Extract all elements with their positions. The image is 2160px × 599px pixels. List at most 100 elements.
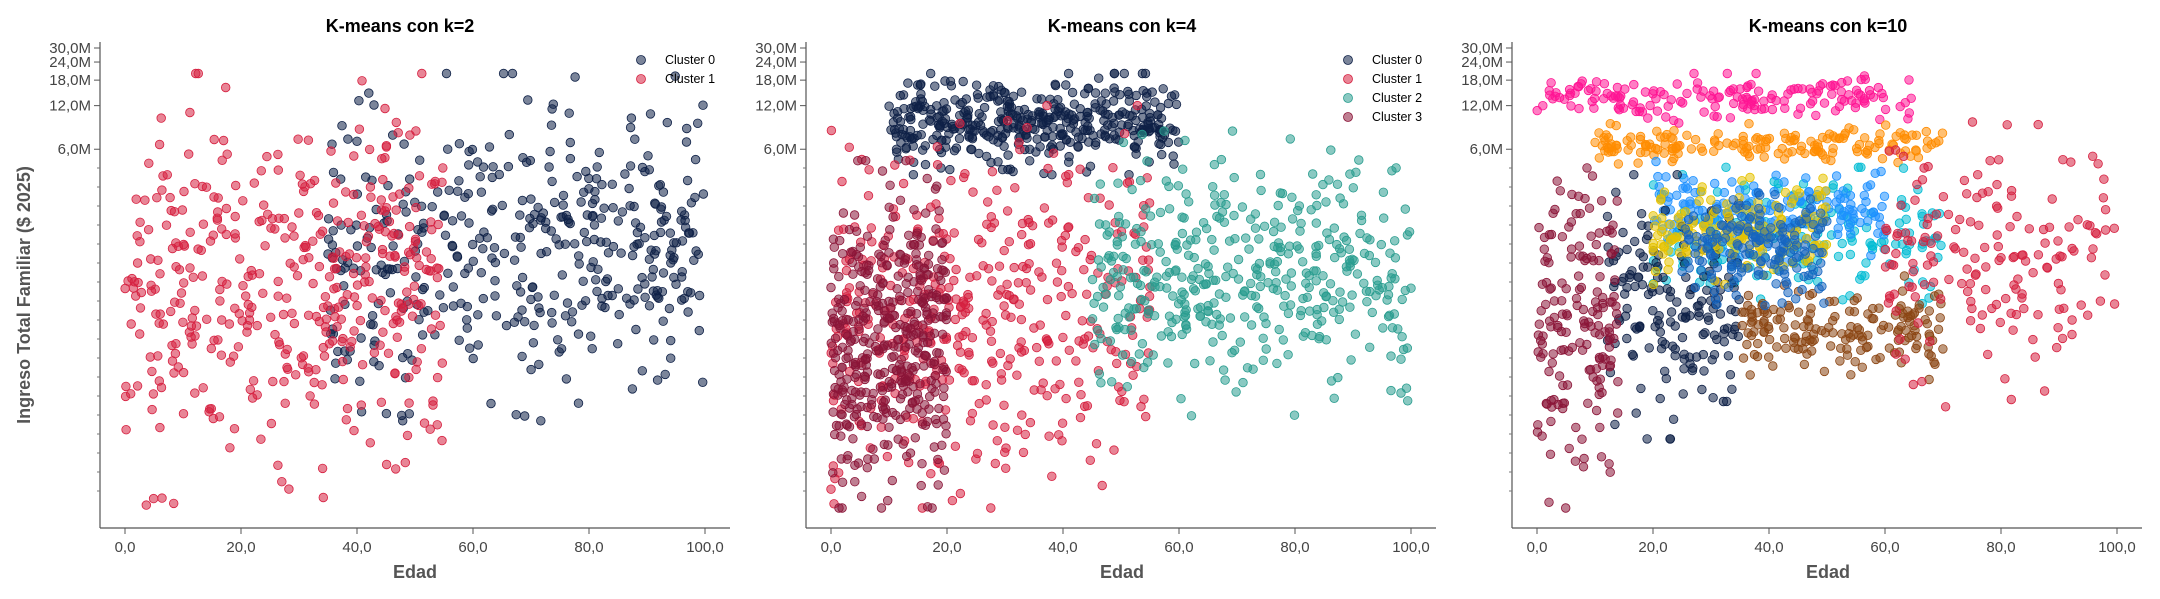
data-point-series-3	[837, 503, 847, 513]
data-point-series-1	[1922, 136, 1933, 146]
data-point-series-0	[1629, 79, 1639, 90]
data-point-series-7	[1555, 186, 1566, 196]
data-point-series-7	[1562, 311, 1573, 321]
data-point-series-2	[1376, 239, 1387, 250]
data-point-series-0	[920, 159, 931, 170]
data-point-series-0	[659, 215, 669, 226]
data-point-series-1	[279, 376, 289, 387]
legend-marker-cluster-2	[1343, 93, 1353, 103]
data-point-series-6	[1981, 262, 1991, 272]
data-point-series-3	[1844, 204, 1854, 215]
data-point-series-1	[947, 495, 958, 506]
data-point-series-7	[1546, 283, 1556, 293]
data-point-series-2	[1296, 218, 1306, 229]
data-point-series-1	[244, 308, 255, 318]
data-point-series-2	[1280, 290, 1290, 301]
data-point-series-1	[157, 185, 167, 195]
data-point-series-0	[594, 147, 605, 158]
data-point-series-1	[1056, 266, 1067, 276]
data-point-series-9	[1731, 203, 1741, 213]
data-point-series-0	[1063, 68, 1074, 79]
data-point-series-4	[1660, 339, 1670, 349]
data-point-series-5	[1914, 303, 1924, 313]
data-point-series-9	[1753, 188, 1764, 198]
data-point-series-3	[866, 400, 877, 410]
data-point-series-0	[971, 80, 982, 90]
data-point-series-0	[1108, 96, 1119, 106]
data-point-series-3	[828, 407, 838, 417]
data-point-series-2	[1253, 303, 1264, 314]
data-point-series-6	[2051, 254, 2061, 264]
data-point-series-6	[2053, 323, 2063, 333]
data-point-series-0	[1125, 110, 1135, 121]
data-point-series-9	[1770, 239, 1781, 249]
data-point-series-1	[135, 303, 146, 313]
data-point-series-0	[403, 349, 413, 359]
data-point-series-1	[926, 469, 936, 479]
data-point-series-8	[1706, 195, 1716, 205]
data-point-series-6	[1961, 189, 1972, 199]
data-point-series-2	[1143, 309, 1154, 319]
data-point-series-9	[1690, 282, 1701, 293]
data-point-series-1	[1017, 218, 1028, 229]
data-point-series-0	[484, 142, 495, 152]
data-point-series-0	[1827, 89, 1837, 99]
data-point-series-0	[1034, 107, 1044, 117]
data-point-series-1	[955, 118, 965, 129]
data-point-series-6	[2033, 250, 2044, 260]
data-point-series-0	[439, 210, 450, 220]
data-point-series-1	[191, 321, 202, 331]
data-point-series-1	[380, 305, 390, 316]
data-point-series-7	[1597, 298, 1608, 309]
data-point-series-0	[587, 344, 597, 354]
data-point-series-1	[260, 241, 270, 251]
data-point-series-1	[171, 262, 181, 272]
data-point-series-0	[681, 137, 692, 147]
data-point-series-1	[1074, 336, 1084, 346]
data-point-series-1	[344, 249, 355, 259]
data-point-series-2	[1164, 204, 1175, 214]
data-point-series-2	[1209, 159, 1220, 170]
data-point-series-0	[1859, 71, 1870, 81]
data-point-series-1	[1043, 163, 1053, 174]
data-point-series-5	[1819, 366, 1830, 377]
data-point-series-1	[298, 255, 308, 265]
data-point-series-0	[650, 199, 661, 209]
data-point-series-0	[665, 228, 676, 238]
data-point-series-7	[1570, 456, 1581, 466]
data-point-series-1	[213, 193, 223, 203]
data-point-series-2	[1311, 248, 1321, 259]
data-point-series-0	[1875, 114, 1885, 125]
data-point-series-0	[1068, 115, 1079, 125]
data-point-series-2	[1312, 200, 1322, 211]
data-point-series-2	[1356, 210, 1367, 221]
data-point-series-0	[1090, 102, 1101, 113]
data-point-series-0	[366, 319, 376, 330]
data-point-series-0	[599, 203, 609, 213]
data-point-series-6	[2099, 174, 2109, 184]
data-point-series-2	[1901, 214, 1911, 225]
data-point-series-0	[468, 239, 478, 250]
data-point-series-6	[2009, 251, 2020, 262]
data-point-series-1	[309, 399, 320, 409]
data-point-series-1	[1025, 285, 1036, 295]
data-point-series-6	[1992, 179, 2002, 190]
data-point-series-0	[637, 272, 647, 283]
data-point-series-3	[937, 255, 947, 265]
data-point-series-1	[369, 348, 380, 358]
data-point-series-3	[939, 465, 950, 475]
data-point-series-3	[856, 491, 867, 502]
data-point-series-0	[666, 335, 676, 346]
data-point-series-2	[1389, 236, 1400, 246]
data-point-series-1	[158, 171, 168, 181]
data-point-series-3	[1651, 156, 1661, 167]
data-point-series-3	[1862, 216, 1873, 226]
data-point-series-5	[1764, 334, 1775, 345]
data-point-series-1	[969, 376, 979, 386]
data-point-series-1	[381, 459, 392, 470]
data-point-series-1	[1079, 265, 1089, 275]
data-point-series-3	[924, 250, 934, 261]
data-point-series-3	[847, 393, 857, 404]
data-point-series-1	[971, 454, 981, 464]
data-point-series-4	[1699, 366, 1709, 376]
